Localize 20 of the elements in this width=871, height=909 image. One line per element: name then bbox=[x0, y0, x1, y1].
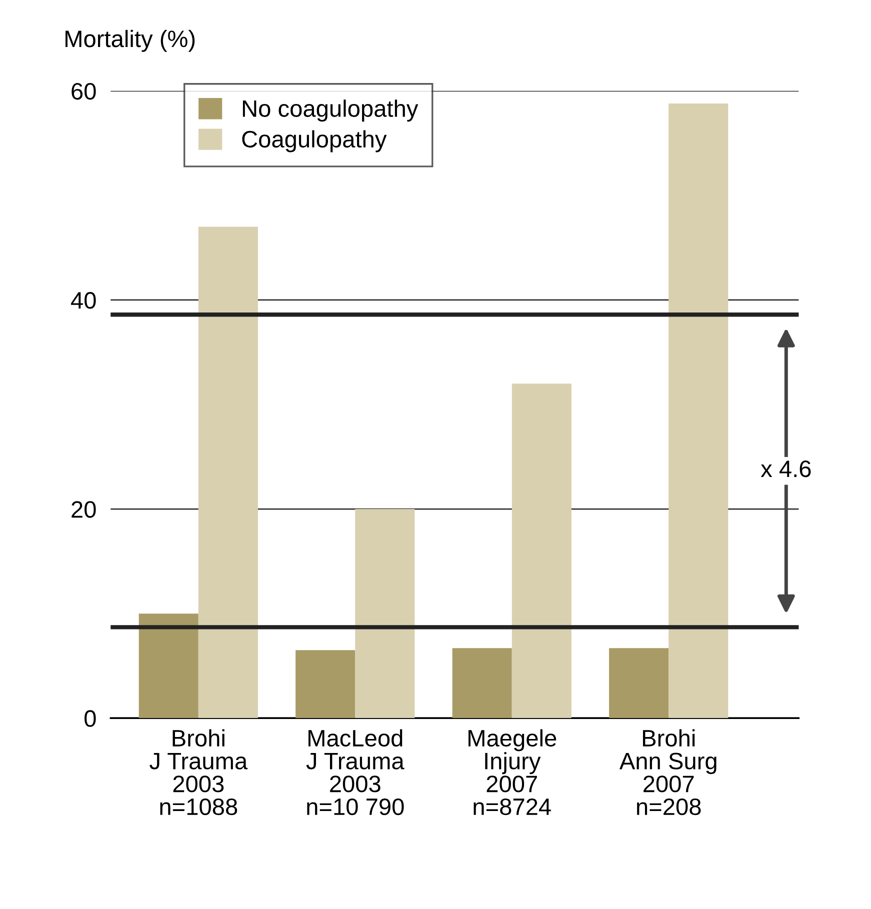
bar bbox=[452, 648, 512, 718]
x-tick-label: Brohi J Trauma 2003 n=1088 bbox=[150, 729, 248, 816]
bar bbox=[198, 226, 258, 718]
legend-label: Coagulopathy bbox=[242, 130, 387, 152]
bar bbox=[609, 648, 669, 718]
y-tick-label: 0 bbox=[84, 710, 96, 727]
bar bbox=[512, 384, 572, 718]
x-tick-label: MacLeod J Trauma 2003 n=10 790 bbox=[306, 729, 404, 816]
annotation: x 4.6 bbox=[760, 460, 811, 478]
y-tick-label: 60 bbox=[72, 82, 96, 100]
y-axis-title: Mortality (%) bbox=[66, 30, 195, 52]
bar bbox=[138, 614, 198, 718]
x-tick-label: Maegele Injury 2007 n=8724 bbox=[468, 729, 556, 816]
bar bbox=[296, 650, 356, 718]
x-tick-label: Brohi Ann Surg 2007 n=208 bbox=[619, 729, 716, 816]
legend-label: No coagulopathy bbox=[242, 100, 418, 122]
y-tick-label: 40 bbox=[71, 292, 96, 309]
bar bbox=[355, 509, 415, 718]
y-tick-label: 20 bbox=[72, 501, 96, 518]
bar bbox=[668, 103, 728, 718]
